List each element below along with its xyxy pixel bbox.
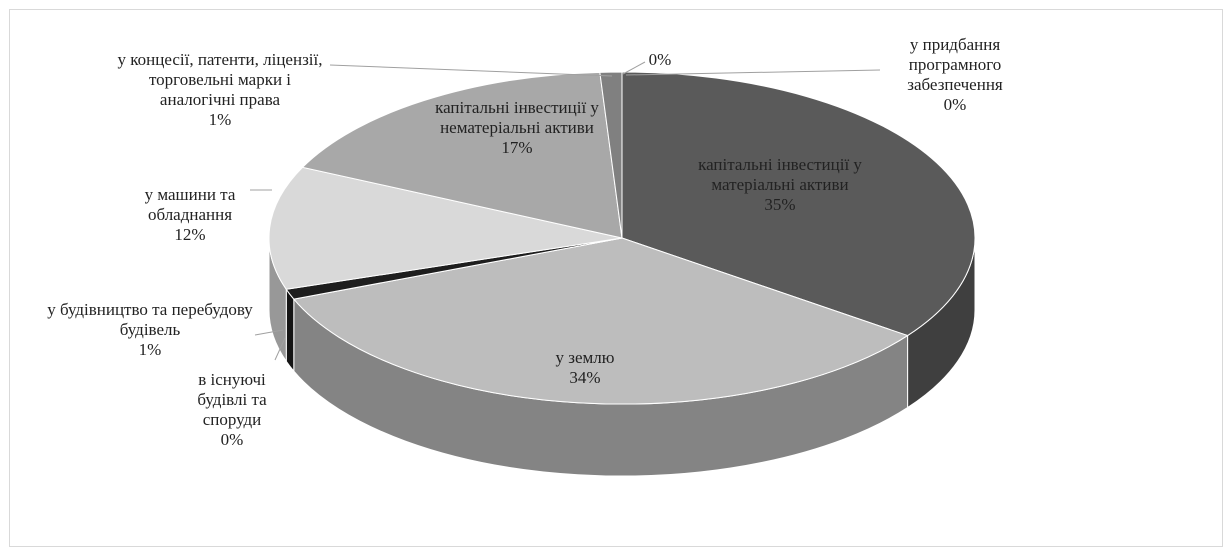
- pie-slice: [301, 71, 623, 239]
- category-label: у придбання програмного забезпечення: [907, 35, 1003, 94]
- value-label: 0%: [943, 95, 967, 114]
- data-label: у машини та обладнання 12%: [105, 185, 275, 245]
- value-label: 1%: [208, 110, 232, 129]
- value-label: 1%: [138, 340, 162, 359]
- data-label: капітальні інвестиції у нематеріальні ак…: [397, 98, 637, 158]
- category-label: у концесії, патенти, ліцензії, торговель…: [117, 50, 323, 109]
- data-label: у землю 34%: [525, 348, 645, 388]
- leader-line: [329, 64, 613, 77]
- data-label: в існуючі будівлі та споруди 0%: [177, 370, 287, 450]
- value-label: 17%: [501, 138, 533, 157]
- pie-slice: [292, 237, 909, 405]
- leader-line: [622, 61, 646, 75]
- category-label: в існуючі будівлі та споруди: [197, 370, 267, 429]
- data-label: у концесії, патенти, ліцензії, торговель…: [113, 50, 328, 130]
- pie-slice: [268, 166, 623, 290]
- pie-slice: [621, 71, 976, 337]
- leader-line: [254, 329, 284, 336]
- leader-line: [625, 69, 881, 76]
- leader-line: [274, 337, 286, 361]
- category-label: у землю: [555, 348, 615, 367]
- value-label: 35%: [764, 195, 796, 214]
- data-label: у придбання програмного забезпечення 0%: [885, 35, 1025, 115]
- value-label: 12%: [174, 225, 206, 244]
- category-label: капітальні інвестиції у матеріальні акти…: [698, 155, 862, 194]
- data-label: у будівництво та перебудову будівель 1%: [30, 300, 270, 360]
- data-label: капітальні інвестиції у матеріальні акти…: [665, 155, 895, 215]
- pie-side: [285, 287, 295, 373]
- value-label: 0%: [220, 430, 244, 449]
- data-label: 0%: [630, 50, 690, 70]
- category-label: у машини та обладнання: [144, 185, 236, 224]
- category-label: капітальні інвестиції у нематеріальні ак…: [435, 98, 599, 137]
- value-label: 34%: [569, 368, 601, 387]
- category-label: у будівництво та перебудову будівель: [47, 300, 253, 339]
- value-label: 0%: [648, 50, 672, 69]
